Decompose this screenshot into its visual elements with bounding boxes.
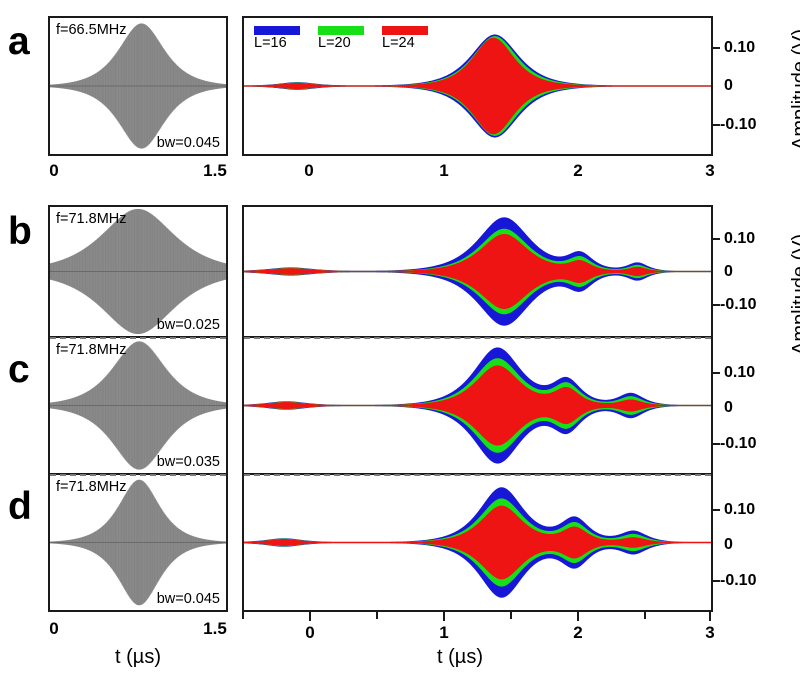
xtick-d-right-0.5 (376, 612, 378, 619)
xaxis-title-right: t (µs) (437, 646, 483, 668)
xtick-label-a-right-2: 2 (573, 161, 583, 180)
right-panel-b (242, 205, 713, 338)
left-bw-label-a: bw=0.045 (156, 135, 220, 151)
ytick-label-d--0.10: -0.10 (720, 572, 757, 589)
xtick-label-a-right-1: 1 (439, 161, 449, 180)
ytick-b-0.10 (713, 238, 720, 240)
legend-label-L20: L=20 (318, 35, 351, 51)
ytick-label-a-0: 0 (724, 77, 733, 94)
yaxis-title-a: Amplitude (V) (789, 28, 800, 150)
right-waveform-b (244, 207, 711, 336)
xtick-label-a-right-0: 0 (304, 161, 314, 180)
left-bw-label-b: bw=0.025 (156, 317, 220, 333)
left-divider-bc (50, 337, 226, 339)
xtick-label-d-right-3: 3 (705, 623, 715, 642)
ytick-label-b-0: 0 (724, 263, 733, 280)
xtick-d-right-2 (577, 612, 579, 621)
ytick-label-c-0.10: 0.10 (724, 364, 756, 381)
legend-swatch-blue (254, 26, 300, 35)
legend-swatch-red (382, 26, 428, 35)
xtick-label-d-right-2: 2 (573, 623, 583, 642)
left-freq-label-a: f=66.5MHz (56, 22, 127, 38)
left-freq-label-d: f=71.8MHz (56, 479, 127, 495)
xtick-label-d-right-1: 1 (439, 623, 449, 642)
yaxis-title-c: Amplitude (V) (789, 233, 800, 355)
xtick-d-right-1 (443, 612, 445, 621)
right-waveform-d (244, 475, 711, 610)
ytick-label-d-0.10: 0.10 (724, 501, 756, 518)
right-panel-d (242, 475, 713, 612)
ytick-label-a-0.10: 0.10 (724, 39, 756, 56)
xtick-label-a-left-1.5: 1.5 (203, 161, 227, 180)
ytick-label-c--0.10: -0.10 (720, 435, 757, 452)
left-panel-d: f=71.8MHz bw=0.045 (48, 475, 228, 612)
left-waveform-d (50, 475, 226, 610)
xtick-label-d-right-0: 0 (305, 623, 315, 642)
xtick-d-right-1.5 (510, 612, 512, 619)
ytick-label-b--0.10: -0.10 (720, 296, 757, 313)
right-panel-c (242, 338, 713, 475)
right-panel-a (242, 16, 713, 156)
ytick-label-b-0.10: 0.10 (724, 230, 756, 247)
left-waveform-c (50, 338, 226, 473)
legend-label-L16: L=16 (254, 35, 287, 51)
left-panel-a: f=66.5MHz bw=0.045 (48, 16, 228, 156)
legend-item-L20: L=20 (318, 26, 364, 51)
right-divider-bc (244, 337, 711, 339)
xtick-d-right-2.5 (644, 612, 646, 619)
ytick-c--0.10 (713, 443, 720, 445)
xaxis-title-left: t (µs) (115, 646, 161, 668)
right-waveform-c (244, 338, 711, 473)
left-waveform-a (50, 18, 226, 154)
legend: L=16 L=20 L=24 (254, 26, 428, 51)
xtick-label-a-left-0: 0 (49, 161, 59, 180)
legend-label-L24: L=24 (382, 35, 415, 51)
panel-letter-d: d (8, 485, 32, 528)
panel-letter-c: c (8, 348, 30, 391)
left-divider-cd (50, 474, 226, 476)
right-waveform-a (244, 18, 711, 154)
ytick-label-a--0.10: -0.10 (720, 116, 757, 133)
legend-item-L16: L=16 (254, 26, 300, 51)
left-panel-c: f=71.8MHz bw=0.035 (48, 338, 228, 475)
xtick-label-a-right-3: 3 (705, 161, 715, 180)
ytick-label-c-0: 0 (724, 399, 733, 416)
ytick-a--0.10 (713, 124, 720, 126)
xtick-d-right-0 (309, 612, 311, 621)
left-bw-label-c: bw=0.035 (156, 454, 220, 470)
ytick-b--0.10 (713, 304, 720, 306)
ytick-d--0.10 (713, 580, 720, 582)
ytick-c-0.10 (713, 372, 720, 374)
xtick-d-right-3 (709, 612, 711, 621)
xtick-label-d-left-1.5: 1.5 (203, 619, 227, 638)
ytick-a-0.10 (713, 47, 720, 49)
xtick-label-d-left-0: 0 (49, 619, 59, 638)
left-bw-label-d: bw=0.045 (156, 591, 220, 607)
xtick-d-right--0.5 (242, 612, 244, 619)
left-waveform-b (50, 207, 226, 336)
left-freq-label-c: f=71.8MHz (56, 342, 127, 358)
right-divider-cd (244, 474, 711, 476)
left-panel-b: f=71.8MHz bw=0.025 (48, 205, 228, 338)
panel-letter-b: b (8, 210, 32, 253)
legend-swatch-green (318, 26, 364, 35)
legend-item-L24: L=24 (382, 26, 428, 51)
ytick-d-0.10 (713, 509, 720, 511)
left-freq-label-b: f=71.8MHz (56, 211, 127, 227)
ytick-label-d-0: 0 (724, 536, 733, 553)
panel-letter-a: a (8, 20, 30, 63)
